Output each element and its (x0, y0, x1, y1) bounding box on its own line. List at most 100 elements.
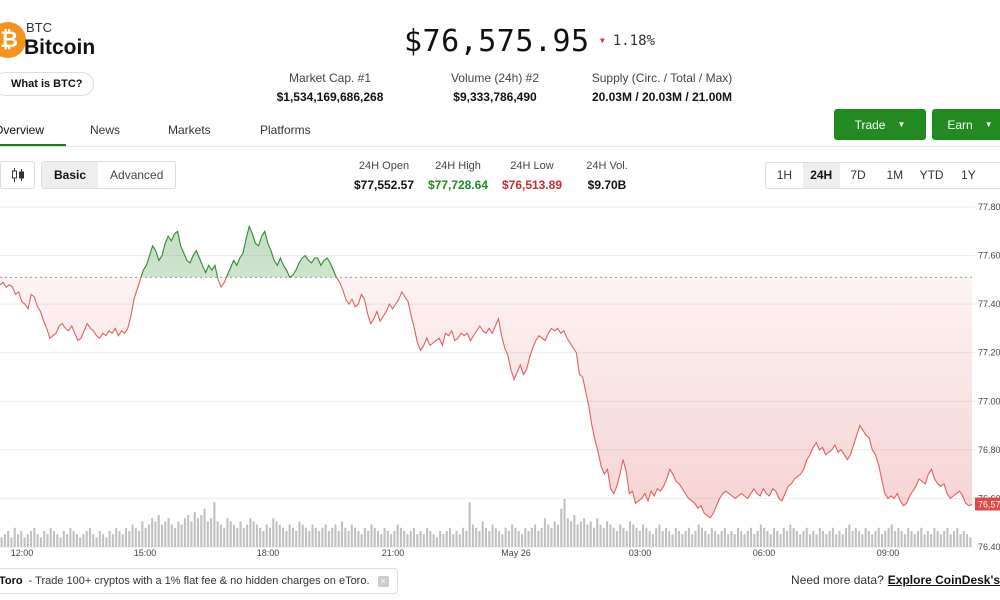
volume-bar (180, 524, 183, 547)
volume-bar (553, 521, 556, 547)
volume-bar (635, 527, 638, 547)
volume-bar (772, 527, 776, 547)
volume-bar (144, 527, 147, 547)
advanced-mode-button[interactable]: Advanced (110, 168, 164, 182)
volume-bar (216, 521, 219, 547)
volume-bar (66, 534, 69, 547)
volume-bar (648, 531, 651, 547)
volume-bar (655, 527, 658, 547)
volume-bar (884, 531, 887, 547)
caret-down-icon: ▼ (984, 120, 993, 129)
volume-bar (69, 527, 72, 547)
volume-bar (936, 531, 939, 547)
volume-bar (484, 527, 488, 547)
volume-bar (903, 534, 906, 547)
range-ytd[interactable]: YTD (919, 168, 944, 182)
volume-bar (740, 531, 743, 547)
volume-bar (160, 524, 164, 547)
volume-bar (818, 527, 821, 547)
volume-bar (612, 527, 615, 547)
bitcoin-logo-icon: ₿ (0, 22, 26, 58)
etoro-banner[interactable]: Toro - Trade 100+ cryptos with a 1% flat… (0, 568, 398, 594)
volume-bar (920, 527, 923, 547)
volume-bar (566, 518, 569, 547)
up-area-fill (140, 226, 337, 278)
explore-coindesk-link[interactable]: Explore CoinDesk's (887, 573, 1000, 587)
earn-button[interactable]: Earn ▼ (932, 109, 1000, 140)
volume-bar (687, 527, 690, 547)
chart-areas (0, 226, 972, 518)
volume-bar (412, 527, 416, 547)
price-chart[interactable]: 77.8077.6077.4077.2077.0076.8076.6076.40… (0, 200, 1000, 562)
ohlc-label: 24H Low (510, 160, 554, 172)
volume-bar (288, 524, 291, 547)
volume-bar (668, 531, 671, 547)
close-icon[interactable]: × (377, 575, 389, 587)
volume-bar (815, 534, 818, 547)
volume-bar (786, 531, 789, 547)
tab-news[interactable]: News (90, 123, 121, 137)
candlestick-toggle-button[interactable] (0, 161, 35, 189)
volume-bar (396, 524, 399, 547)
tab-overview[interactable]: Overview (0, 123, 45, 137)
volume-bar (576, 524, 579, 547)
x-tick-label: 15:00 (134, 548, 157, 558)
volume-bar (419, 531, 422, 547)
volume-bar (46, 534, 49, 547)
trade-button[interactable]: Trade ▼ (834, 109, 926, 140)
range-24h[interactable]: 24H (802, 163, 840, 188)
volume-bar (805, 527, 808, 547)
tab-platforms[interactable]: Platforms (260, 123, 311, 137)
volume-bar (858, 531, 861, 547)
volume-bar (20, 531, 23, 547)
volume-bar (170, 524, 173, 547)
volume-bar (193, 511, 196, 547)
supply-stat: Supply (Circ. / Total / Max) 20.03M / 20… (582, 71, 742, 104)
volume-bar (442, 534, 445, 547)
volume-bar (952, 531, 956, 547)
tab-markets[interactable]: Markets (168, 123, 211, 137)
volume-bar (488, 531, 491, 547)
ohlc-value: $76,513.89 (501, 178, 563, 192)
volume-bar (190, 521, 193, 547)
range-7d[interactable]: 7D (850, 168, 866, 182)
volume-bar (151, 518, 154, 547)
volume-bar (10, 537, 13, 547)
volume-bar (141, 521, 144, 547)
range-all[interactable]: A (987, 163, 1000, 188)
volume-bar (52, 531, 56, 547)
volume-bar (628, 521, 632, 547)
volume-bar (49, 527, 52, 547)
volume-bar (609, 524, 612, 547)
volume-bar (174, 527, 177, 547)
volume-bar (638, 531, 641, 547)
volume-bar (229, 521, 232, 547)
volume-bar (534, 524, 537, 547)
volume-bar (907, 527, 910, 547)
volume-bar (547, 524, 550, 547)
volume-bar (105, 537, 108, 547)
volume-bar (363, 527, 366, 547)
y-tick-label: 77.20 (978, 348, 1000, 358)
volume-bar (714, 531, 717, 547)
range-1y[interactable]: 1Y (961, 168, 976, 182)
price-line-up (140, 224, 338, 278)
volume-bar (138, 531, 141, 547)
what-is-btc-button[interactable]: What is BTC? (0, 72, 94, 96)
range-1h[interactable]: 1H (776, 168, 793, 182)
time-range-selector: 1H 24H 7D 1M YTD 1Y A (765, 162, 1000, 189)
range-1m[interactable]: 1M (886, 168, 904, 182)
volume-bar (831, 527, 834, 547)
volume-bar (835, 534, 838, 547)
basic-mode-button[interactable]: Basic (42, 162, 99, 188)
volume-bar (592, 527, 596, 547)
volume-bar (606, 521, 609, 547)
volume-bar (619, 524, 622, 547)
volume-bar (867, 531, 870, 547)
volume-bar (841, 534, 844, 547)
volume-bar (560, 508, 563, 547)
volume-stat: Volume (24h) #2 $9,333,786,490 (440, 71, 550, 104)
volume-bar (318, 531, 321, 547)
volume-bar (324, 524, 327, 547)
volume-bar (72, 531, 75, 547)
